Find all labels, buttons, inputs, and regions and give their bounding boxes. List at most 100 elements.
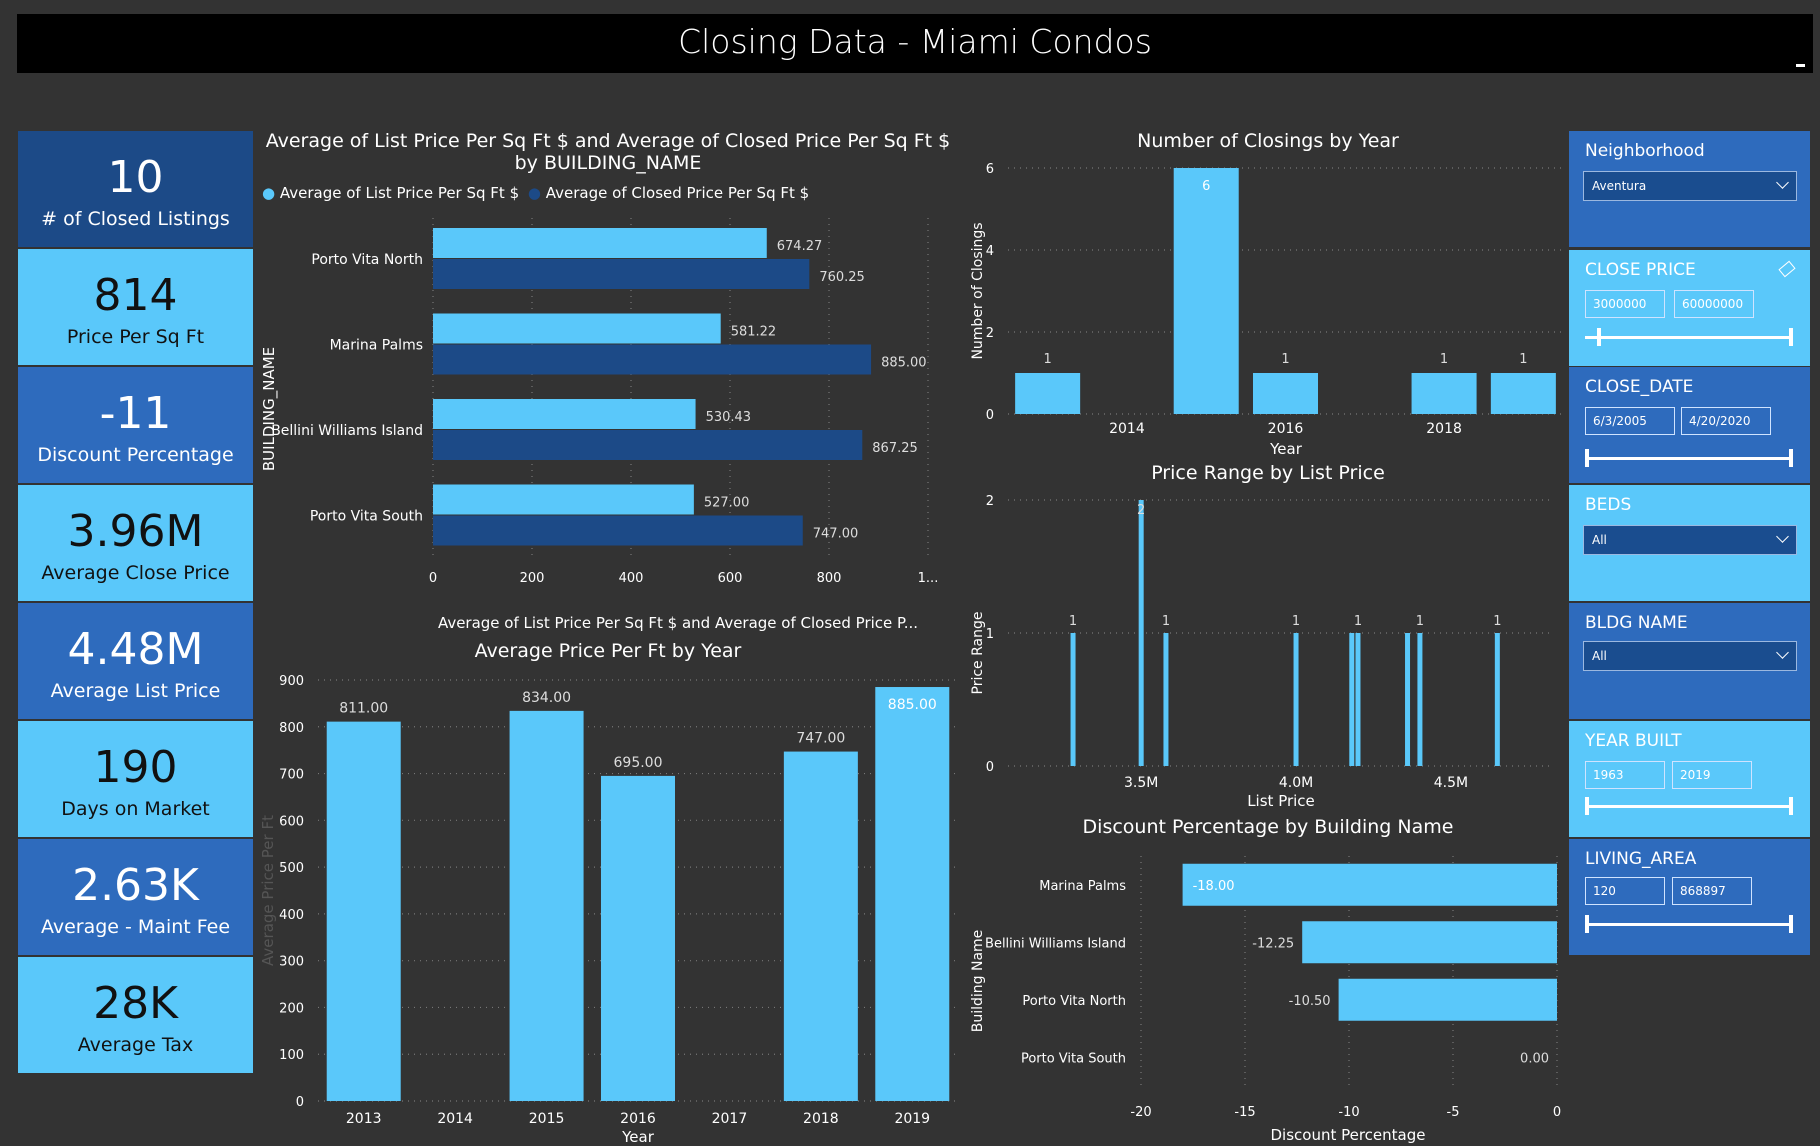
bar	[433, 515, 803, 546]
minimize-icon[interactable]	[1796, 64, 1805, 67]
slicer-header: BEDS	[1585, 495, 1632, 515]
close-price-max-input[interactable]: 60000000	[1674, 290, 1754, 318]
slider-handle-max[interactable]	[1789, 328, 1793, 346]
x-tick-label: 2018	[1426, 421, 1462, 437]
data-label: 811.00	[339, 701, 388, 717]
slicer-header: BLDG NAME	[1585, 613, 1688, 633]
bar	[433, 344, 872, 375]
slider-handle-max[interactable]	[1789, 915, 1793, 933]
x-tick-label: 2017	[712, 1111, 748, 1127]
neighborhood-dropdown[interactable]: Aventura	[1583, 171, 1797, 201]
bar	[433, 259, 810, 289]
kpi-value: 2.63K	[72, 860, 199, 911]
slicer-header: CLOSE PRICE	[1585, 260, 1696, 280]
data-label: 1	[1281, 352, 1289, 367]
slider-handle-min[interactable]	[1585, 915, 1589, 933]
x-tick-label: 800	[817, 571, 842, 586]
kpi-card-price-per-sqft: 814 Price Per Sq Ft	[18, 249, 253, 365]
bar	[1349, 633, 1355, 766]
year-built-max-input[interactable]: 2019	[1672, 761, 1752, 789]
close-price-min-input[interactable]: 3000000	[1585, 290, 1665, 318]
slider-handle-max[interactable]	[1789, 449, 1793, 467]
year-built-slider[interactable]	[1585, 797, 1793, 815]
x-axis-label: Average of List Price Per Sq Ft $ and Av…	[438, 614, 918, 632]
data-label: 0.00	[1520, 1051, 1549, 1066]
y-tick-label: 900	[279, 674, 304, 689]
year-built-min-input[interactable]: 1963	[1585, 761, 1665, 789]
price-range-plot: 0 1 2 1 2 1 1 1 1 1 3.5M 4.0M 4.5M List Price Price Ra…	[970, 494, 1550, 810]
kpi-label: Price Per Sq Ft	[66, 326, 205, 348]
y-tick-label: 300	[279, 955, 304, 970]
y-tick-label: 600	[279, 814, 304, 829]
eraser-icon[interactable]	[1778, 260, 1796, 278]
bar	[1302, 921, 1557, 964]
y-tick-label: 1	[986, 627, 994, 642]
closings-by-year-chart[interactable]: Number of Closings by Year 0 2 4 6 1 6 1 1 1 2014…	[968, 128, 1568, 458]
kpi-value: -11	[99, 388, 172, 439]
x-tick-label: 0	[429, 571, 437, 586]
slicer-header: LIVING_AREA	[1585, 849, 1697, 869]
living-area-slider[interactable]	[1585, 915, 1793, 933]
data-label: 1	[1493, 614, 1501, 629]
bldg-name-dropdown[interactable]: All	[1583, 641, 1797, 671]
x-tick-label: 2018	[803, 1111, 839, 1127]
living-area-min-input[interactable]: 120	[1585, 877, 1665, 905]
x-tick-label: 2013	[346, 1111, 382, 1127]
y-tick-label: Porto Vita North	[311, 252, 423, 268]
x-axis-label: Year	[1269, 440, 1303, 458]
discount-plot: -20 -15 -10 -5 0 Marina Palms -18.00 Bellini Wi…	[970, 856, 1561, 1144]
bar	[1182, 863, 1557, 906]
bar	[1338, 978, 1557, 1021]
slider-handle-min[interactable]	[1585, 449, 1589, 467]
kpi-card-avg-close-price: 3.96M Average Close Price	[18, 485, 253, 601]
y-tick-label: 200	[279, 1001, 304, 1016]
data-label: 530.43	[706, 410, 752, 425]
price-per-sqft-chart[interactable]: Average of List Price Per Sq Ft $ and Av…	[258, 128, 968, 638]
x-tick-label: -15	[1234, 1105, 1255, 1120]
data-label: 834.00	[522, 690, 571, 706]
bar	[1173, 168, 1239, 414]
y-tick-label: Marina Palms	[1039, 879, 1126, 894]
data-label: 581.22	[731, 325, 777, 340]
beds-dropdown[interactable]: All	[1583, 525, 1797, 555]
y-axis-label: Building Name	[970, 930, 986, 1033]
data-label: 747.00	[796, 731, 845, 747]
avg-price-by-year-chart[interactable]: 0 100 200 300 400 500 600 700 800 900 2013 811.00 20…	[258, 638, 968, 1146]
slider-handle-max[interactable]	[1789, 797, 1793, 815]
chart-title: Average Price Per Ft by Year	[474, 640, 742, 662]
x-axis-label: List Price	[1247, 792, 1315, 810]
y-tick-label: Porto Vita South	[1021, 1051, 1126, 1066]
bar	[433, 430, 863, 460]
x-tick-label: 2014	[437, 1111, 473, 1127]
close-date-max-input[interactable]: 4/20/2020	[1681, 407, 1771, 435]
y-tick-label: 6	[986, 162, 994, 177]
slicer-header: CLOSE_DATE	[1585, 377, 1694, 397]
close-date-min-input[interactable]: 6/3/2005	[1585, 407, 1675, 435]
slider-handle-min[interactable]	[1585, 797, 1589, 815]
price-range-chart[interactable]: Price Range by List Price 0 1 2 1 2 1 1 1 1 1 3.5M…	[968, 460, 1568, 812]
avg-price-by-year-plot: 0 100 200 300 400 500 600 700 800 900 2013 811.00 20…	[259, 674, 958, 1146]
living-area-max-input[interactable]: 868897	[1672, 877, 1752, 905]
x-tick-label: 4.5M	[1434, 775, 1468, 791]
close-date-slider[interactable]	[1585, 449, 1793, 467]
x-tick-label: 400	[619, 571, 644, 586]
discount-chart[interactable]: Discount Percentage by Building Name -20…	[968, 814, 1568, 1146]
slider-handle-min[interactable]	[1597, 328, 1601, 346]
x-tick-label: -5	[1447, 1105, 1460, 1120]
bar	[875, 687, 950, 1101]
slicer-header: YEAR BUILT	[1585, 731, 1682, 751]
dropdown-value: Aventura	[1592, 179, 1647, 193]
chevron-down-icon	[1776, 530, 1789, 543]
kpi-label: # of Closed Listings	[41, 208, 230, 230]
x-tick-label: -10	[1338, 1105, 1359, 1120]
title-bar: Closing Data - Miami Condos	[17, 14, 1813, 73]
data-label: 1	[1044, 352, 1052, 367]
chart-title: Average of List Price Per Sq Ft $ and Av…	[265, 130, 951, 174]
data-label: 1	[1162, 614, 1170, 629]
close-price-slider[interactable]	[1585, 328, 1793, 346]
kpi-value: 3.96M	[67, 506, 204, 557]
data-label: -10.50	[1289, 994, 1331, 1009]
data-label: 885.00	[888, 697, 937, 713]
legend-marker-list: ●	[262, 184, 276, 202]
x-tick-label: 2016	[1268, 421, 1304, 437]
